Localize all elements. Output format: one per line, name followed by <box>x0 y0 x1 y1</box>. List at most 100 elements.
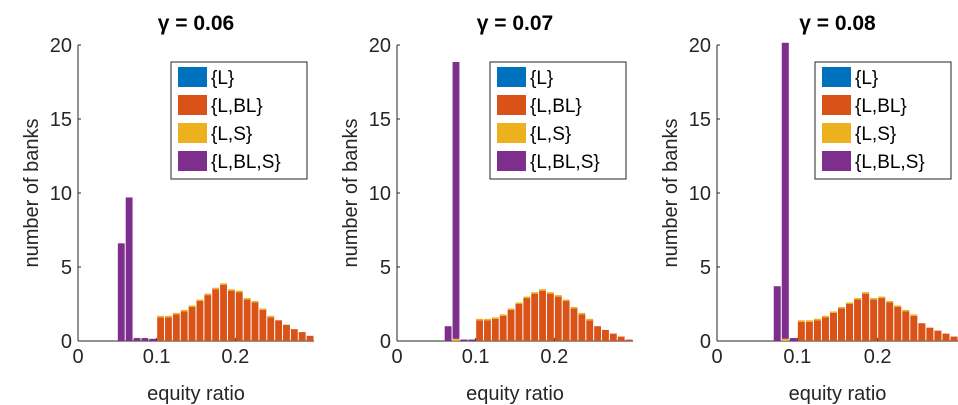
bar-l-s <box>235 290 243 293</box>
bar-l-s <box>243 298 251 300</box>
y-axis-label: number of banks <box>340 119 362 268</box>
bar-l-bl <box>491 318 499 341</box>
bar-l-bl-s <box>133 338 141 341</box>
bar-l-s <box>570 306 578 309</box>
bar-l-s <box>196 299 204 302</box>
bar-l-s <box>523 296 531 299</box>
bar-l-s <box>491 317 499 319</box>
x-axis-label: equity ratio <box>147 383 245 405</box>
bar-l-bl <box>180 311 188 341</box>
bar-l-s <box>546 292 554 294</box>
bar-l-s <box>531 292 539 294</box>
legend-label: {L,S} <box>530 124 571 145</box>
bar-l-s <box>586 318 594 321</box>
legend-swatch <box>822 67 851 87</box>
bar-l-s <box>821 315 829 318</box>
y-tick-label: 20 <box>50 35 72 57</box>
legend: {L} {L,BL} {L,S} {L,BL,S} <box>170 61 308 180</box>
x-tick-label: 0 <box>72 346 83 368</box>
bar-l-bl <box>878 298 886 341</box>
bar-l-bl-s <box>125 197 133 341</box>
bar-l-s <box>854 298 862 300</box>
bar-l-bl <box>926 327 934 341</box>
x-axis-label: equity ratio <box>466 383 564 405</box>
y-tick-label: 20 <box>689 35 711 57</box>
bar-l-s <box>554 295 562 297</box>
bar-l-bl <box>609 333 617 341</box>
bar-l-bl <box>838 308 846 341</box>
bar-l-bl <box>617 336 625 341</box>
y-tick-label: 5 <box>380 257 391 279</box>
bar-l-bl <box>910 315 918 341</box>
bar-l-bl <box>625 339 633 341</box>
bar-l-bl <box>586 320 594 341</box>
bar-l-bl <box>306 335 314 341</box>
bar-l-bl <box>157 317 165 341</box>
bar-l-bl <box>854 299 862 341</box>
bar-l-bl-s <box>781 42 789 339</box>
y-tick-label: 0 <box>380 331 391 353</box>
bar-l-s <box>886 301 894 303</box>
legend: {L} {L,BL} {L,S} {L,BL,S} <box>814 61 952 180</box>
bar-l-bl <box>570 308 578 341</box>
bar-l-s <box>539 289 546 291</box>
legend-label: {L} <box>855 68 878 89</box>
bar-l-bl <box>797 321 805 341</box>
bar-l-s <box>172 312 180 315</box>
bar-l-s <box>781 338 789 341</box>
x-tick-label: 0 <box>391 346 402 368</box>
legend-label: {L,BL,S} <box>530 152 600 173</box>
legend-swatch <box>497 123 526 143</box>
bar-l-s <box>251 301 259 303</box>
bar-l-bl <box>886 302 894 341</box>
legend-label: {L,S} <box>855 124 896 145</box>
legend-label: {L,BL,S} <box>211 152 281 173</box>
bar-l-bl <box>507 309 515 341</box>
bar-l-bl <box>523 298 531 341</box>
bar-l-bl-s <box>460 339 468 341</box>
chart-panel-2: 0 5 10 15 20 0 0.1 0.2 γ = 0.07 equity ratio numbe… <box>340 12 633 405</box>
bar-l-bl <box>476 320 484 341</box>
chart-title: γ = 0.07 <box>477 12 553 35</box>
bar-l-s <box>484 318 491 321</box>
bar-l-bl <box>259 309 267 341</box>
legend-swatch <box>497 67 526 87</box>
chart-title: γ = 0.08 <box>799 12 876 35</box>
y-tick-label: 5 <box>61 257 72 279</box>
bar-l-bl <box>196 301 204 341</box>
legend-swatch <box>178 151 207 171</box>
bar-l-bl-s <box>117 243 125 341</box>
bar-l-bl-s <box>141 338 149 341</box>
y-tick-label: 5 <box>700 257 711 279</box>
bar-l-s <box>180 309 188 312</box>
bar-l-bl <box>578 314 586 341</box>
bar-l-bl <box>484 320 491 341</box>
bar-l-bl <box>220 284 227 341</box>
x-tick-label: 0.2 <box>540 346 568 368</box>
bar-l-s <box>476 318 484 321</box>
y-tick-label: 10 <box>689 183 711 205</box>
bar-l-bl <box>251 302 259 341</box>
legend-swatch <box>178 67 207 87</box>
y-tick-label: 10 <box>50 183 72 205</box>
y-axis-label: number of banks <box>21 119 43 268</box>
bar-l-bl <box>499 315 507 341</box>
legend-swatch <box>822 95 851 115</box>
y-tick-label: 10 <box>369 183 391 205</box>
bar-l-bl <box>227 290 235 341</box>
chart-panel-3: 0 5 10 15 20 0 0.1 0.2 γ = 0.08 equity ratio numbe… <box>660 12 958 405</box>
bar-l-bl <box>942 333 950 341</box>
bar-l-bl <box>283 324 290 341</box>
x-tick-label: 0.2 <box>864 346 892 368</box>
bar-l-s <box>878 296 886 299</box>
bar-l-bl <box>243 299 251 341</box>
bar-l-bl <box>902 311 910 341</box>
bar-l-bl <box>546 293 554 341</box>
bar-l-bl <box>894 306 902 341</box>
x-tick-label: 0.1 <box>462 346 490 368</box>
bar-l-bl <box>290 329 298 341</box>
bar-l-s <box>267 315 275 318</box>
bar-l-s <box>165 315 172 318</box>
y-tick-label: 15 <box>689 109 711 131</box>
